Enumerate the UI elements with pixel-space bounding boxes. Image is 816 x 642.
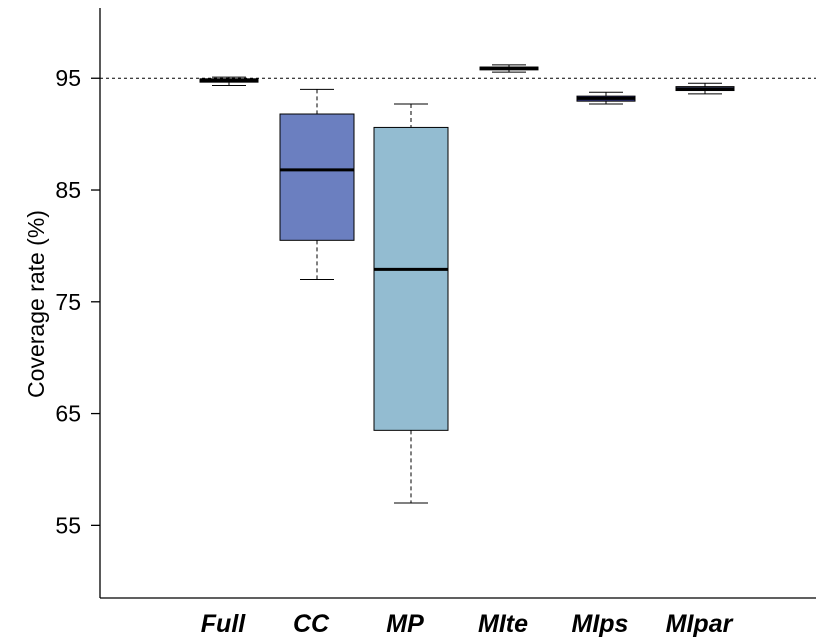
y-tick-label: 75 (55, 289, 81, 315)
x-category-label: CC (293, 610, 330, 638)
y-tick-label: 95 (55, 65, 81, 91)
box-body (279, 113, 355, 241)
box-mipar (675, 82, 735, 95)
box-mips (576, 91, 636, 105)
x-category-label: MIpar (666, 610, 734, 638)
box-mite (479, 64, 539, 73)
x-category-label: MP (386, 610, 424, 638)
y-tick-label: 65 (55, 401, 81, 427)
x-category-label: MIte (478, 610, 528, 638)
y-tick-label: 55 (55, 512, 81, 538)
box-full (199, 76, 259, 87)
box-cc (279, 88, 355, 280)
x-category-label: MIps (572, 610, 629, 638)
box-body (373, 126, 449, 431)
box-mp (373, 103, 449, 504)
y-tick-label: 85 (55, 177, 81, 203)
y-axis-title: Coverage rate (%) (23, 210, 49, 398)
x-category-label: Full (201, 610, 246, 638)
